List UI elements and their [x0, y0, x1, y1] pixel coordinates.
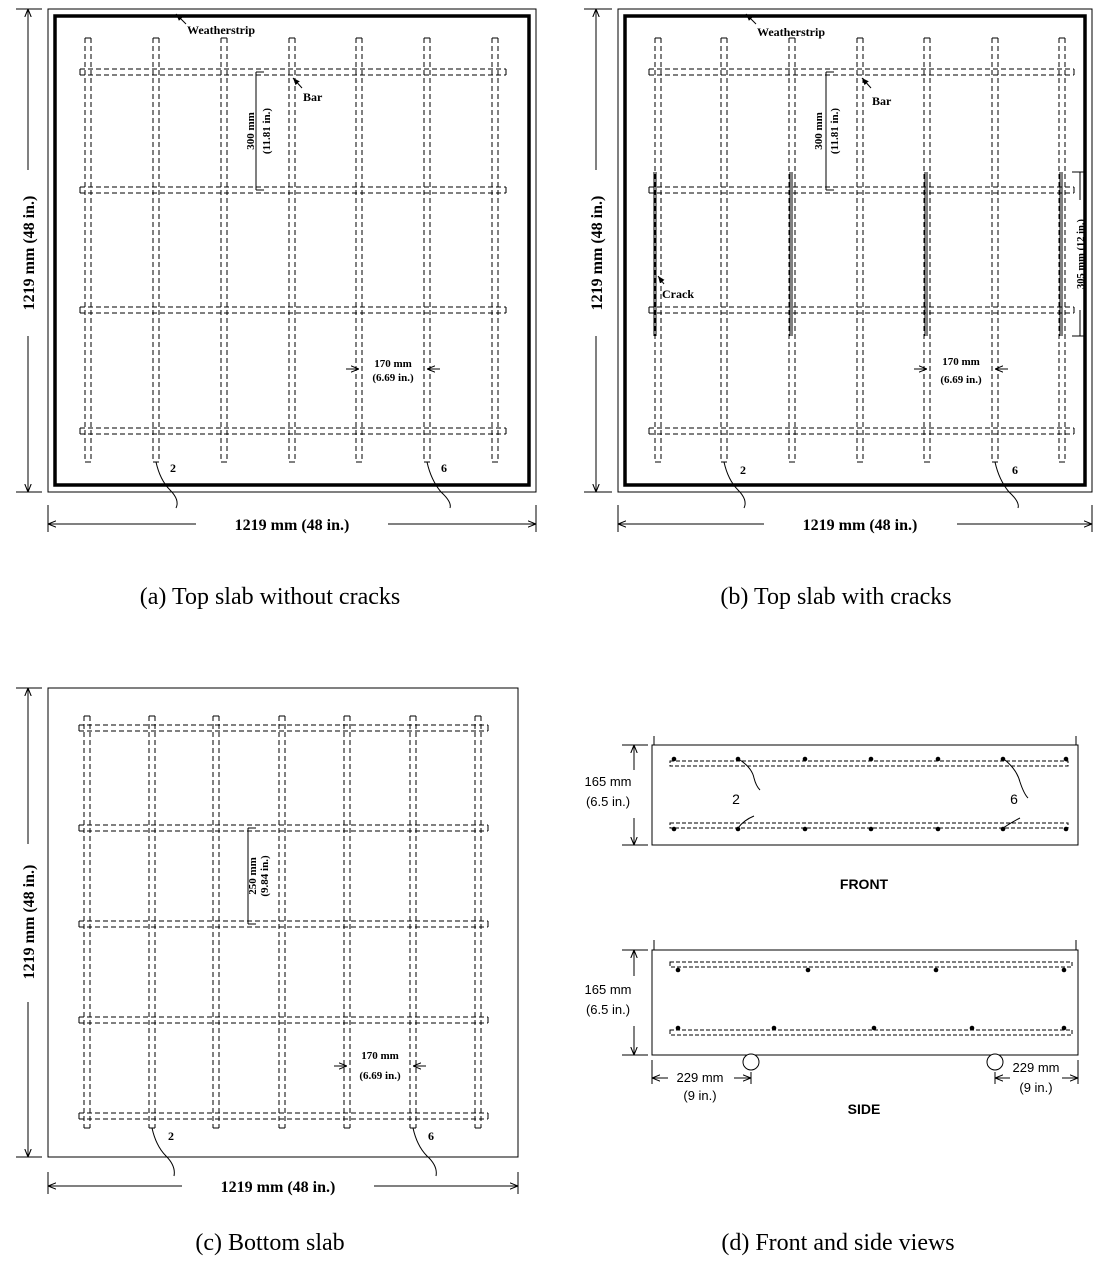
height-label: 1219 mm (48 in.)	[589, 196, 606, 311]
bar-6-callout: 6	[994, 461, 1019, 509]
bar-spacing-dimension: 250 mm (9.84 in.)	[247, 827, 271, 925]
support-left-in: (9 in.)	[683, 1088, 716, 1103]
caption: (c) Bottom slab	[195, 1230, 344, 1256]
support-right-in: (9 in.)	[1019, 1080, 1052, 1095]
support-right-mm: 229 mm	[1013, 1060, 1060, 1075]
bar-label: Bar	[303, 90, 323, 104]
column-spacing-in: (6.69 in.)	[372, 372, 414, 384]
column-spacing-dimension: 170 mm (6.69 in.)	[334, 1050, 426, 1082]
height-dimension: 1219 mm (48 in.)	[584, 8, 612, 493]
panel-b: Crack 305 mm (12 in.) Weatherstrip Bar 3…	[584, 8, 1093, 610]
front-depth-in: (6.5 in.)	[586, 794, 630, 809]
bar-6-label: 6	[1010, 791, 1018, 807]
slab-outline	[47, 8, 537, 493]
column-spacing-in: (6.69 in.)	[940, 374, 982, 386]
weatherstrip-callout: Weatherstrip	[175, 13, 255, 37]
caption: (d) Front and side views	[721, 1230, 954, 1256]
crack-length-dimension: 305 mm (12 in.)	[1072, 171, 1087, 337]
bar-spacing-in: (11.81 in.)	[829, 108, 841, 154]
bar-spacing-dimension: 300 mm (11.81 in.)	[813, 71, 841, 191]
support-left-dimension: 229 mm (9 in.)	[651, 1060, 752, 1103]
side-view: 165 mm (6.5 in.) 229 mm (9 in.) 229 mm (…	[585, 940, 1079, 1117]
caption: (a) Top slab without cracks	[140, 584, 400, 610]
bar-callout: Bar	[861, 77, 892, 108]
support-right-dimension: 229 mm (9 in.)	[994, 1060, 1079, 1095]
crack-label: Crack	[662, 287, 694, 301]
bar-spacing-in: (9.84 in.)	[259, 855, 271, 897]
panel-a: Weatherstrip Bar 300 mm (11.81 in.) 170 …	[16, 8, 537, 610]
width-label: 1219 mm (48 in.)	[803, 517, 918, 534]
height-dimension: 1219 mm (48 in.)	[16, 8, 42, 493]
rebar-grid	[78, 715, 489, 1129]
bar-2-callout: 2	[723, 461, 746, 509]
crack-callout: Crack	[657, 275, 694, 301]
bar-2-label: 2	[732, 791, 740, 807]
height-label: 1219 mm (48 in.)	[21, 196, 38, 311]
cracks	[653, 172, 1063, 336]
side-depth-dimension: 165 mm (6.5 in.)	[585, 949, 648, 1056]
weatherstrip-frame	[53, 14, 531, 487]
bar-2-callout: 2	[155, 461, 178, 509]
bar-2-label: 2	[170, 461, 176, 475]
slab-outline	[617, 8, 1093, 493]
front-label: FRONT	[840, 876, 889, 892]
column-spacing-dimension: 170 mm (6.69 in.)	[914, 356, 1008, 386]
support-left	[742, 1053, 760, 1071]
column-spacing-mm: 170 mm	[942, 356, 980, 368]
weatherstrip-label: Weatherstrip	[187, 23, 255, 37]
bar-6-callout: 6	[412, 1127, 437, 1177]
bar-6-label: 6	[441, 461, 447, 475]
weatherstrip-callout: Weatherstrip	[745, 13, 825, 39]
width-dimension: 1219 mm (48 in.)	[47, 1172, 519, 1196]
width-label: 1219 mm (48 in.)	[221, 1179, 336, 1196]
caption: (b) Top slab with cracks	[720, 584, 951, 610]
bar-spacing-dimension: 300 mm (11.81 in.)	[245, 71, 273, 191]
front-depth-dimension: 165 mm (6.5 in.)	[585, 744, 648, 846]
weatherstrip-frame	[623, 14, 1087, 487]
width-label: 1219 mm (48 in.)	[235, 517, 350, 534]
rebar-grid	[648, 37, 1075, 463]
support-right	[986, 1053, 1004, 1071]
bar-callout: Bar	[292, 77, 323, 104]
column-spacing-mm: 170 mm	[374, 358, 412, 370]
bar-6-callout: 6	[426, 461, 451, 509]
side-depth-mm: 165 mm	[585, 982, 632, 997]
rebar-grid	[79, 37, 507, 463]
slab-outline	[47, 687, 519, 1158]
weatherstrip-label: Weatherstrip	[757, 25, 825, 39]
bar-2-callout: 2	[151, 1127, 175, 1177]
panel-d: 2 6 165 mm (6.5 in.) FRONT	[585, 736, 1079, 1256]
height-dimension: 1219 mm (48 in.)	[16, 687, 42, 1158]
height-label: 1219 mm (48 in.)	[21, 865, 38, 980]
width-dimension: 1219 mm (48 in.)	[47, 505, 537, 534]
support-left-mm: 229 mm	[677, 1070, 724, 1085]
side-bar-dots	[675, 967, 1067, 1031]
bar-spacing-in: (11.81 in.)	[261, 108, 273, 154]
bar-label: Bar	[872, 94, 892, 108]
bar-6-label: 6	[1012, 463, 1018, 477]
column-spacing-dimension: 170 mm (6.69 in.)	[346, 358, 440, 384]
front-bar-dots	[671, 756, 1069, 832]
column-spacing-in: (6.69 in.)	[359, 1070, 401, 1082]
bar-2-label: 2	[740, 463, 746, 477]
panel-c: 250 mm (9.84 in.) 170 mm (6.69 in.) 2 6 …	[16, 687, 519, 1256]
column-spacing-mm: 170 mm	[361, 1050, 399, 1062]
width-dimension: 1219 mm (48 in.)	[617, 505, 1093, 534]
bar-spacing-mm: 250 mm	[247, 857, 259, 895]
crack-length-label: 305 mm (12 in.)	[1076, 219, 1087, 289]
front-view: 2 6 165 mm (6.5 in.) FRONT	[585, 736, 1079, 892]
bar-spacing-mm: 300 mm	[245, 112, 257, 150]
bar-spacing-mm: 300 mm	[813, 112, 825, 150]
front-depth-mm: 165 mm	[585, 774, 632, 789]
bar-6-label: 6	[428, 1129, 434, 1143]
side-depth-in: (6.5 in.)	[586, 1002, 630, 1017]
bar-2-label: 2	[168, 1129, 174, 1143]
side-label: SIDE	[848, 1101, 881, 1117]
